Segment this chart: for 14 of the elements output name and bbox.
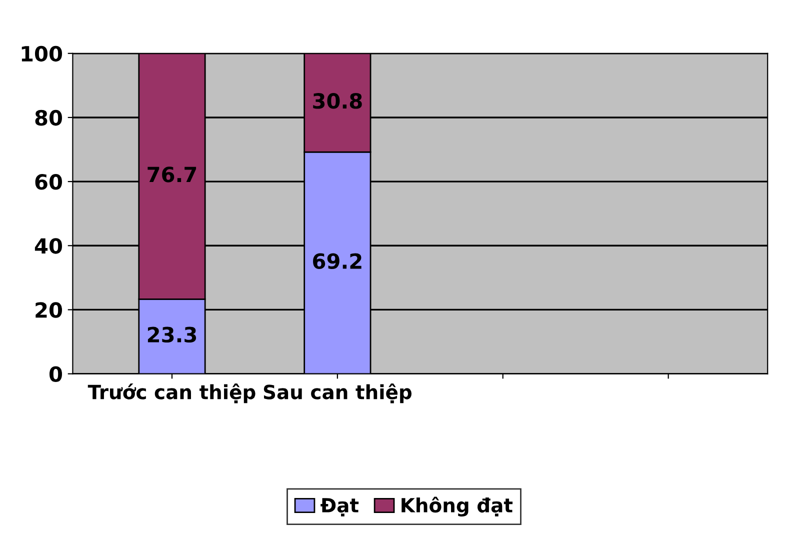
data-label: 30.8 xyxy=(313,93,362,109)
y-tick-label: 80 xyxy=(35,110,62,126)
data-label: 69.2 xyxy=(313,253,362,269)
y-tick-label: 20 xyxy=(36,302,62,318)
x-tick-label: Trước can thiệp xyxy=(88,384,256,404)
y-tick-label: 0 xyxy=(50,366,62,382)
x-tick-label: Sau can thiệp xyxy=(264,384,412,404)
legend-label: Đạt xyxy=(320,498,359,516)
data-label: 23.3 xyxy=(148,326,196,343)
legend-label: Không đạt xyxy=(402,496,513,516)
y-tick-label: 40 xyxy=(34,238,62,254)
data-label: 76.7 xyxy=(148,166,196,182)
y-tick-label: 100 xyxy=(22,46,62,62)
y-tick-label: 60 xyxy=(35,174,62,190)
